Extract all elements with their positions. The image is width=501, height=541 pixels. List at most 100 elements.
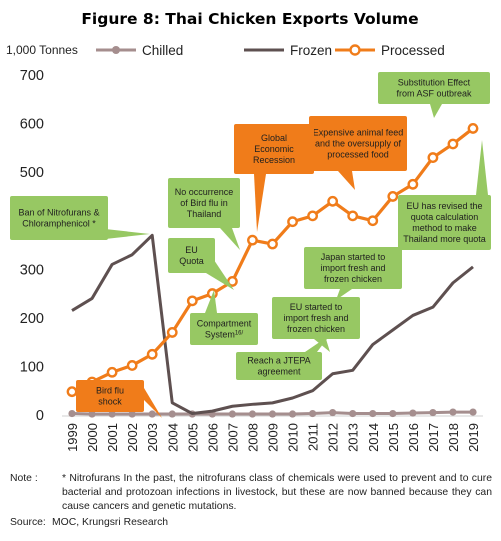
chilled-point <box>168 410 176 418</box>
annotation-box <box>309 116 407 171</box>
annotation-box <box>304 247 402 289</box>
chart: Figure 8: Thai Chicken Exports Volume 1,… <box>6 10 491 452</box>
x-tick-label: 2017 <box>426 423 441 452</box>
annotation-eu-quota: EU Quota <box>168 238 234 290</box>
x-tick-label: 1999 <box>65 423 80 452</box>
x-tick-label: 2019 <box>466 423 481 452</box>
x-tick-label: 2013 <box>346 423 361 452</box>
legend: Chilled Frozen Processed <box>96 43 445 58</box>
chilled-point <box>429 408 437 417</box>
annotation-eu-revised: EU has revised the quota calculation metho… <box>398 140 491 250</box>
x-tick-label: 2016 <box>406 423 421 452</box>
annotation-box <box>234 124 314 174</box>
chart-title: Figure 8: Thai Chicken Exports Volume <box>81 10 418 28</box>
legend-label-processed: Processed <box>381 43 445 58</box>
axes: 0100200300400500600700199920002001200220… <box>20 68 483 452</box>
annotation-compartment: Compartment System16/ <box>190 290 258 345</box>
annotation-pointer <box>220 228 240 250</box>
note-text: * Nitrofurans In the past, the nitrofura… <box>62 473 492 512</box>
y-tick-label: 300 <box>20 262 44 278</box>
annotation-no-bird-flu: No occurrence of Bird flu in Thailand <box>168 178 240 250</box>
annotation-substitution: Substitution Effect from ASF outbreak <box>378 72 490 118</box>
annotation-pointer <box>476 140 488 195</box>
chilled-point <box>469 408 477 416</box>
series-processed <box>66 123 479 398</box>
processed-point <box>407 178 419 190</box>
annotation-text: No occurrence of Bird flu in Thailand <box>175 187 234 219</box>
annotation-box <box>190 313 258 345</box>
processed-point <box>247 234 258 246</box>
annotation-text: EU has revised the quota calculation metho… <box>403 201 486 244</box>
y-axis-unit: 1,000 Tonnes <box>6 43 78 57</box>
processed-point <box>467 123 479 134</box>
note-label: Note : <box>10 473 38 484</box>
annotation-global: Global Economic Recession <box>234 124 314 232</box>
legend-marker-processed <box>349 44 361 56</box>
annotation-expensive: Expensive animal feed and the oversupply … <box>309 116 407 190</box>
processed-point <box>447 138 459 150</box>
annotation-text: Expensive animal feed and the oversupply … <box>313 128 404 160</box>
x-tick-label: 2006 <box>205 423 220 452</box>
annotation-pointer <box>338 171 355 190</box>
x-tick-label: 2003 <box>145 423 160 452</box>
y-tick-label: 100 <box>20 359 44 375</box>
y-tick-label: 500 <box>20 165 44 181</box>
annotation-text: Japan started to import fresh and frozen c… <box>320 252 385 284</box>
annotation-box <box>168 178 240 228</box>
annotations: Substitution Effect from ASF outbreak Expe… <box>10 72 491 418</box>
processed-point <box>146 348 158 360</box>
x-tick-label: 2009 <box>266 423 281 452</box>
annotation-text: Compartment System16/ <box>197 319 252 340</box>
legend-label-frozen: Frozen <box>290 43 332 58</box>
processed-point <box>307 210 318 222</box>
x-tick-label: 2000 <box>85 423 100 452</box>
annotation-pointer <box>205 290 217 313</box>
annotation-text: Ban of Nitrofurans & Chloramphenicol * <box>18 208 99 229</box>
chilled-point <box>389 409 397 418</box>
x-tick-label: 2018 <box>446 423 461 452</box>
chilled-point <box>329 408 337 417</box>
legend-item-processed: Processed <box>335 43 445 58</box>
legend-label-chilled: Chilled <box>142 43 183 58</box>
legend-item-frozen: Frozen <box>244 43 332 58</box>
chilled-point <box>148 410 156 418</box>
processed-point <box>347 210 359 222</box>
y-tick-label: 600 <box>20 117 44 133</box>
processed-point <box>186 295 198 307</box>
series-frozen <box>71 233 474 416</box>
annotation-nitrofurans: Ban of Nitrofurans & Chloramphenicol * <box>10 196 150 240</box>
chilled-point <box>309 409 317 418</box>
chilled-point <box>369 409 377 418</box>
chilled-point <box>268 410 277 418</box>
x-tick-label: 2001 <box>105 423 120 452</box>
y-tick-label: 700 <box>20 68 44 84</box>
annotation-box <box>10 196 108 240</box>
processed-point <box>427 152 439 163</box>
annotation-box <box>398 195 491 250</box>
annotation-box <box>272 297 360 339</box>
processed-point <box>106 366 118 378</box>
x-tick-label: 2004 <box>165 423 180 452</box>
chilled-point <box>128 410 136 418</box>
chilled-point <box>349 409 357 418</box>
annotation-text: EU Quota <box>179 245 204 266</box>
annotation-box <box>378 72 490 104</box>
legend-item-chilled: Chilled <box>96 43 183 58</box>
x-tick-label: 2002 <box>125 423 140 452</box>
x-tick-label: 2008 <box>245 423 260 452</box>
chilled-point <box>288 410 297 418</box>
x-tick-label: 2007 <box>225 423 240 452</box>
x-tick-label: 2015 <box>386 423 401 452</box>
chilled-point <box>449 408 457 416</box>
annotation-pointer <box>305 335 330 352</box>
y-tick-label: 0 <box>36 408 44 424</box>
processed-point <box>166 327 178 338</box>
x-tick-label: 2012 <box>326 423 341 452</box>
annotation-pointer <box>314 339 330 352</box>
chilled-point <box>68 409 76 418</box>
annotation-jtepa: Reach a JTEPA agreement <box>236 335 330 380</box>
chilled-point <box>248 410 257 418</box>
processed-point <box>267 238 278 250</box>
annotation-bird-flu: Bird flu shock <box>76 380 162 418</box>
annotation-pointer <box>96 228 150 240</box>
